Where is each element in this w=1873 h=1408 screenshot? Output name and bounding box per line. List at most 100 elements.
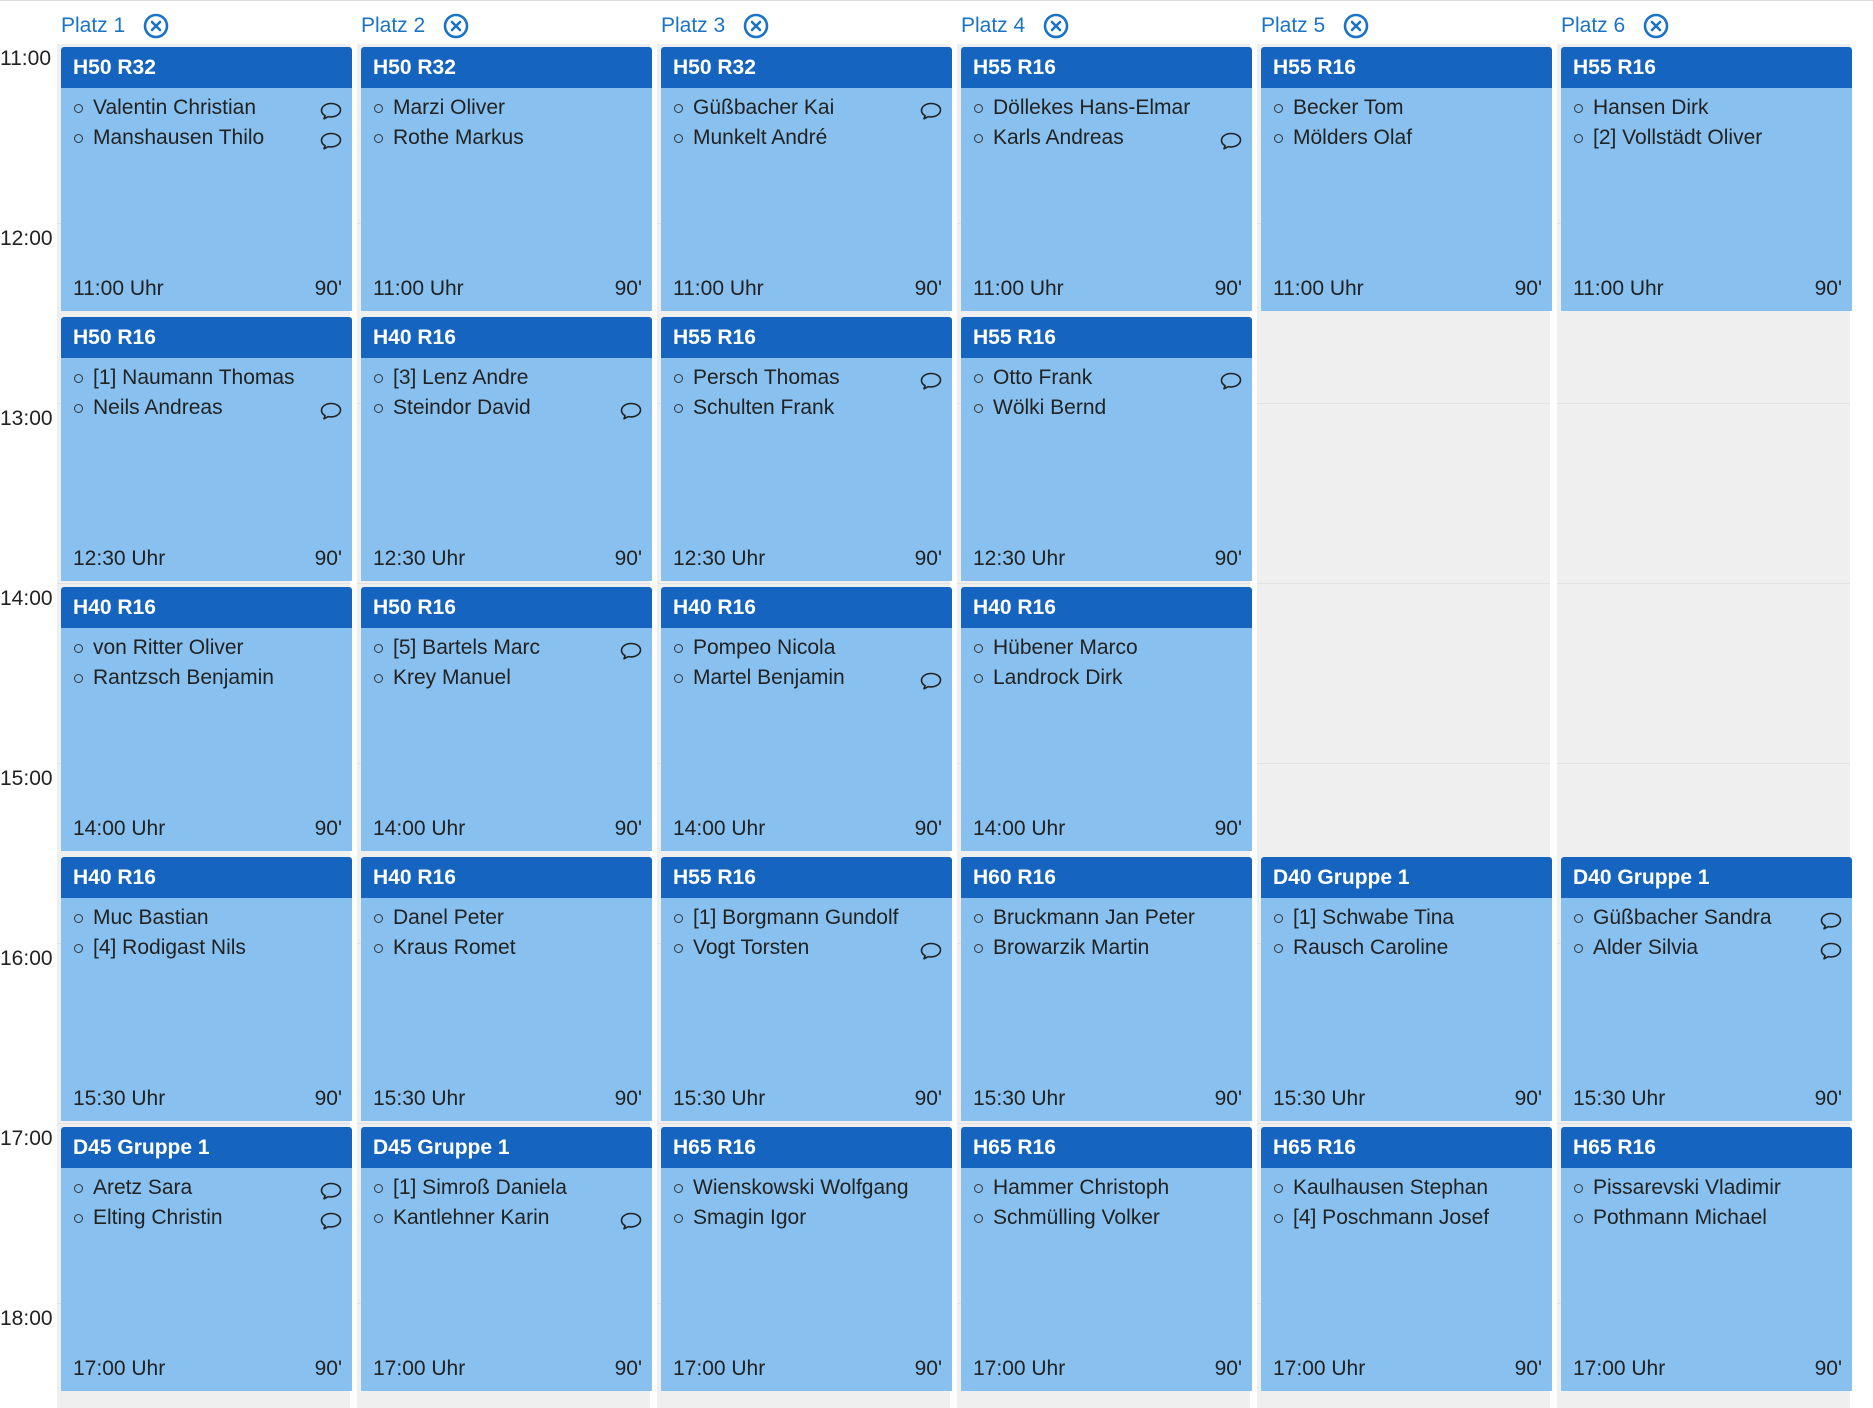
match-card[interactable]: H50 R32 Valentin Christian Manshausen Thil… [61, 47, 352, 311]
speech-bubble-icon[interactable] [1820, 939, 1842, 960]
match-card[interactable]: H40 R16 Pompeo Nicola Martel Benjamin 14:00… [661, 587, 952, 851]
circle-x-icon[interactable] [143, 13, 169, 39]
player-list: Pompeo Nicola Martel Benjamin [661, 628, 952, 693]
match-card[interactable]: H55 R16 Hansen Dirk [2] Vollstädt Oliver 11… [1561, 47, 1852, 311]
court-name[interactable]: Platz 6 [1561, 14, 1626, 37]
speech-bubble-icon[interactable] [320, 1209, 342, 1230]
player-name: Karls Andreas [993, 126, 1124, 149]
circle-x-icon[interactable] [1343, 13, 1369, 39]
match-card[interactable]: H55 R16 Becker Tom Mölders Olaf 11:00 Uhr 90… [1261, 47, 1552, 311]
circle-bullet-icon [974, 404, 983, 413]
match-duration: 90' [1514, 1087, 1542, 1110]
match-card[interactable]: H55 R16 Otto Frank Wölki Bernd 12:30 Uhr 90' [961, 317, 1252, 581]
speech-bubble-icon[interactable] [920, 369, 942, 390]
match-footer: 11:00 Uhr 90' [973, 277, 1242, 305]
player-list: Danel Peter Kraus Romet [361, 898, 652, 963]
match-card[interactable]: D40 Gruppe 1 Güßbacher Sandra Alder Silvia… [1561, 857, 1852, 1121]
match-card[interactable]: D45 Gruppe 1 [1] Simroß Daniela Kantlehner… [361, 1127, 652, 1391]
player-list: von Ritter Oliver Rantzsch Benjamin [61, 628, 352, 693]
match-card[interactable]: H55 R16 Persch Thomas Schulten Frank 12:30 … [661, 317, 952, 581]
match-card[interactable]: H60 R16 Bruckmann Jan Peter Browarzik Mart… [961, 857, 1252, 1121]
circle-x-icon[interactable] [443, 13, 469, 39]
player-entry: Rantzsch Benjamin [61, 663, 352, 693]
match-card[interactable]: H65 R16 Wienskowski Wolfgang Smagin Igor 17… [661, 1127, 952, 1391]
speech-bubble-icon[interactable] [620, 1209, 642, 1230]
match-title: H55 R16 [961, 317, 1252, 358]
court-name[interactable]: Platz 4 [961, 14, 1026, 37]
player-entry: Schulten Frank [661, 393, 952, 423]
court-name[interactable]: Platz 3 [661, 14, 726, 37]
speech-bubble-icon[interactable] [1820, 909, 1842, 930]
match-card[interactable]: H50 R32 Marzi Oliver Rothe Markus 11:00 Uhr… [361, 47, 652, 311]
speech-bubble-icon[interactable] [620, 639, 642, 660]
court-name[interactable]: Platz 1 [61, 14, 126, 37]
match-card[interactable]: H40 R16 [3] Lenz Andre Steindor David 12:30… [361, 317, 652, 581]
court-name[interactable]: Platz 2 [361, 14, 426, 37]
match-duration: 90' [614, 1357, 642, 1380]
match-card[interactable]: H65 R16 Hammer Christoph Schmülling Volker… [961, 1127, 1252, 1391]
player-entry: Schmülling Volker [961, 1203, 1252, 1233]
match-card[interactable]: H65 R16 Kaulhausen Stephan [4] Poschmann J… [1261, 1127, 1552, 1391]
player-name: Kaulhausen Stephan [1293, 1176, 1488, 1199]
court-name[interactable]: Platz 5 [1261, 14, 1326, 37]
player-entry: Mölders Olaf [1261, 123, 1552, 153]
speech-bubble-icon[interactable] [320, 1179, 342, 1200]
match-card[interactable]: H40 R16 von Ritter Oliver Rantzsch Benjami… [61, 587, 352, 851]
match-card[interactable]: D40 Gruppe 1 [1] Schwabe Tina Rausch Carol… [1261, 857, 1552, 1121]
player-entry: [4] Poschmann Josef [1261, 1203, 1552, 1233]
circle-x-icon[interactable] [1043, 13, 1069, 39]
speech-bubble-icon[interactable] [920, 669, 942, 690]
match-duration: 90' [1214, 1087, 1242, 1110]
match-card[interactable]: H40 R16 Hübener Marco Landrock Dirk 14:00 U… [961, 587, 1252, 851]
match-card[interactable]: H50 R16 [1] Naumann Thomas Neils Andreas 12… [61, 317, 352, 581]
player-name: Aretz Sara [93, 1176, 193, 1199]
match-footer: 15:30 Uhr 90' [1273, 1087, 1542, 1115]
match-footer: 12:30 Uhr 90' [373, 547, 642, 575]
match-start-time: 12:30 Uhr [73, 547, 166, 570]
match-card[interactable]: H50 R32 Güßbacher Kai Munkelt André 11:00 U… [661, 47, 952, 311]
match-card[interactable]: H55 R16 Döllekes Hans-Elmar Karls Andreas 1… [961, 47, 1252, 311]
player-name: Güßbacher Sandra [1593, 906, 1772, 929]
player-list: Muc Bastian [4] Rodigast Nils [61, 898, 352, 963]
match-start-time: 15:30 Uhr [973, 1087, 1066, 1110]
player-name: Persch Thomas [693, 366, 840, 389]
match-card[interactable]: H50 R16 [5] Bartels Marc Krey Manuel 14:00 … [361, 587, 652, 851]
player-name: Alder Silvia [1593, 936, 1699, 959]
speech-bubble-icon[interactable] [1220, 129, 1242, 150]
circle-x-icon[interactable] [1643, 13, 1669, 39]
player-entry: Kantlehner Karin [361, 1203, 652, 1233]
match-start-time: 11:00 Uhr [373, 277, 464, 300]
match-card[interactable]: D45 Gruppe 1 Aretz Sara Elting Christin 17:… [61, 1127, 352, 1391]
circle-bullet-icon [1274, 914, 1283, 923]
speech-bubble-icon[interactable] [320, 129, 342, 150]
player-name: Becker Tom [1293, 96, 1404, 119]
speech-bubble-icon[interactable] [320, 99, 342, 120]
player-entry: Hammer Christoph [961, 1173, 1252, 1203]
time-label: 18:00 [0, 1307, 53, 1330]
player-entry: Krey Manuel [361, 663, 652, 693]
circle-bullet-icon [374, 1214, 383, 1223]
match-card[interactable]: H55 R16 [1] Borgmann Gundolf Vogt Torsten 1… [661, 857, 952, 1121]
circle-bullet-icon [1274, 134, 1283, 143]
circle-bullet-icon [1574, 914, 1583, 923]
match-duration: 90' [614, 277, 642, 300]
speech-bubble-icon[interactable] [920, 99, 942, 120]
match-card[interactable]: H65 R16 Pissarevski Vladimir Pothmann Mich… [1561, 1127, 1852, 1391]
match-start-time: 17:00 Uhr [373, 1357, 466, 1380]
match-duration: 90' [614, 547, 642, 570]
match-footer: 11:00 Uhr 90' [73, 277, 342, 305]
speech-bubble-icon[interactable] [1220, 369, 1242, 390]
player-list: Marzi Oliver Rothe Markus [361, 88, 652, 153]
match-card[interactable]: H40 R16 Muc Bastian [4] Rodigast Nils 15:30… [61, 857, 352, 1121]
circle-bullet-icon [974, 1214, 983, 1223]
circle-bullet-icon [74, 674, 83, 683]
match-card[interactable]: H40 R16 Danel Peter Kraus Romet 15:30 Uhr 90… [361, 857, 652, 1121]
speech-bubble-icon[interactable] [620, 399, 642, 420]
speech-bubble-icon[interactable] [320, 399, 342, 420]
circle-bullet-icon [74, 944, 83, 953]
court-column-5: H55 R16 Becker Tom Mölders Olaf 11:00 Uhr 90… [1257, 44, 1552, 1408]
speech-bubble-icon[interactable] [920, 939, 942, 960]
player-list: Güßbacher Sandra Alder Silvia [1561, 898, 1852, 963]
match-footer: 17:00 Uhr 90' [373, 1357, 642, 1385]
circle-x-icon[interactable] [743, 13, 769, 39]
